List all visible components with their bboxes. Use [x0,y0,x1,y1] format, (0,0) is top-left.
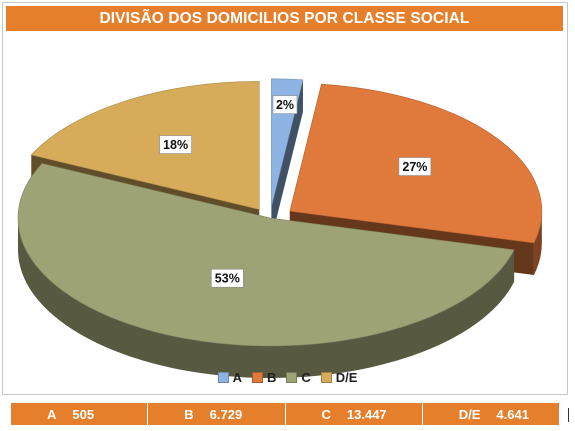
count-cell-a: A 505 [11,403,149,425]
count-label: A [47,406,57,422]
count-value: 505 [72,406,95,422]
counts-bar: A 505 B 6.729 C 13.447 D/E 4.641 [11,403,559,425]
pie-slice-de [30,81,260,210]
data-label-a: 2% [272,95,298,114]
legend-item-b: B [251,369,277,385]
chart-legend: A B C D/E [0,368,575,386]
legend-label: D/E [335,369,358,385]
legend-label: B [266,369,277,385]
count-label: C [321,406,331,422]
pie-slice-side-a [271,79,303,239]
legend-swatch [320,371,332,383]
legend-label: A [232,369,242,385]
pie-slice-c [17,163,515,347]
count-label: D/E [458,406,481,422]
count-cell-b: B 6.729 [148,403,286,425]
count-value: 4.641 [496,406,529,422]
legend-item-de: D/E [320,369,358,385]
legend-swatch [286,371,298,383]
legend-item-c: C [286,369,311,385]
data-label-text-b: 27% [402,160,427,174]
text-cursor [568,408,569,422]
count-value: 13.447 [346,406,387,422]
data-label-c: 53% [211,268,244,288]
count-cell-c: C 13.447 [286,403,423,425]
data-label-b: 27% [398,157,432,176]
count-cell-de: D/E 4.641 [423,403,559,425]
data-label-text-c: 53% [215,272,240,286]
count-value: 6.729 [209,406,243,422]
legend-swatch [217,371,229,383]
legend-item-a: A [217,369,242,385]
count-label: B [184,406,194,422]
data-label-text-a: 2% [276,98,294,112]
pie-chart: 2% 27% 53% 18% [17,78,543,379]
legend-swatch [251,371,263,383]
legend-label: C [301,369,311,385]
data-label-text-de: 18% [163,138,188,152]
chart-title: DIVISÃO DOS DOMICILIOS POR CLASSE SOCIAL [6,6,563,31]
data-label-de: 18% [159,135,192,154]
